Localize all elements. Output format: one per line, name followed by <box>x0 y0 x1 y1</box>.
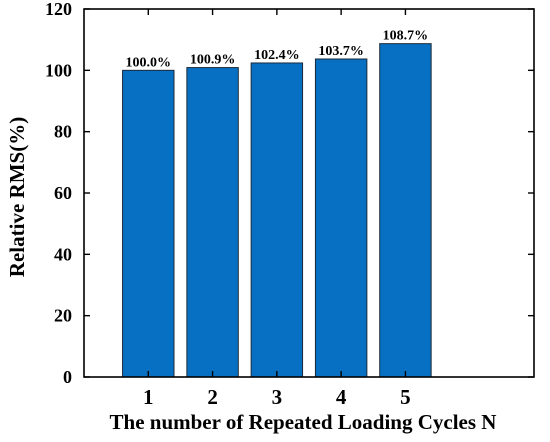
data-label-2: 100.9% <box>190 53 236 68</box>
y-axis-title: Relative RMS(%) <box>5 117 29 277</box>
axes-layer: 0 20 40 60 80 100 120 1 2 3 4 5 <box>45 0 535 409</box>
bar-3 <box>250 62 304 378</box>
y-tick-label-120: 120 <box>45 0 72 19</box>
data-label-3: 102.4% <box>254 48 300 63</box>
x-axis-title: The number of Repeated Loading Cycles N <box>110 410 497 434</box>
y-tick-label-80: 80 <box>54 122 72 142</box>
data-label-1: 100.0% <box>126 55 172 70</box>
data-label-4: 103.7% <box>318 44 364 59</box>
bar-4 <box>314 58 368 378</box>
bar-5 <box>379 43 432 378</box>
x-tick-label-5: 5 <box>400 385 411 409</box>
x-tick-label-1: 1 <box>143 385 154 409</box>
y-tick-label-60: 60 <box>54 183 72 203</box>
data-label-5: 108.7% <box>383 29 429 44</box>
y-tick-label-0: 0 <box>63 367 72 387</box>
bars-layer <box>122 43 432 378</box>
bar-2 <box>186 67 239 378</box>
y-tick-label-100: 100 <box>45 60 72 80</box>
bar-1 <box>122 69 175 378</box>
y-tick-label-20: 20 <box>54 306 72 326</box>
data-labels-layer: 100.0% 100.9% 102.4% 103.7% 108.7% <box>126 29 429 71</box>
x-tick-label-3: 3 <box>272 385 283 409</box>
y-tick-label-40: 40 <box>54 244 72 264</box>
x-tick-label-4: 4 <box>336 385 347 409</box>
x-tick-label-2: 2 <box>207 385 218 409</box>
